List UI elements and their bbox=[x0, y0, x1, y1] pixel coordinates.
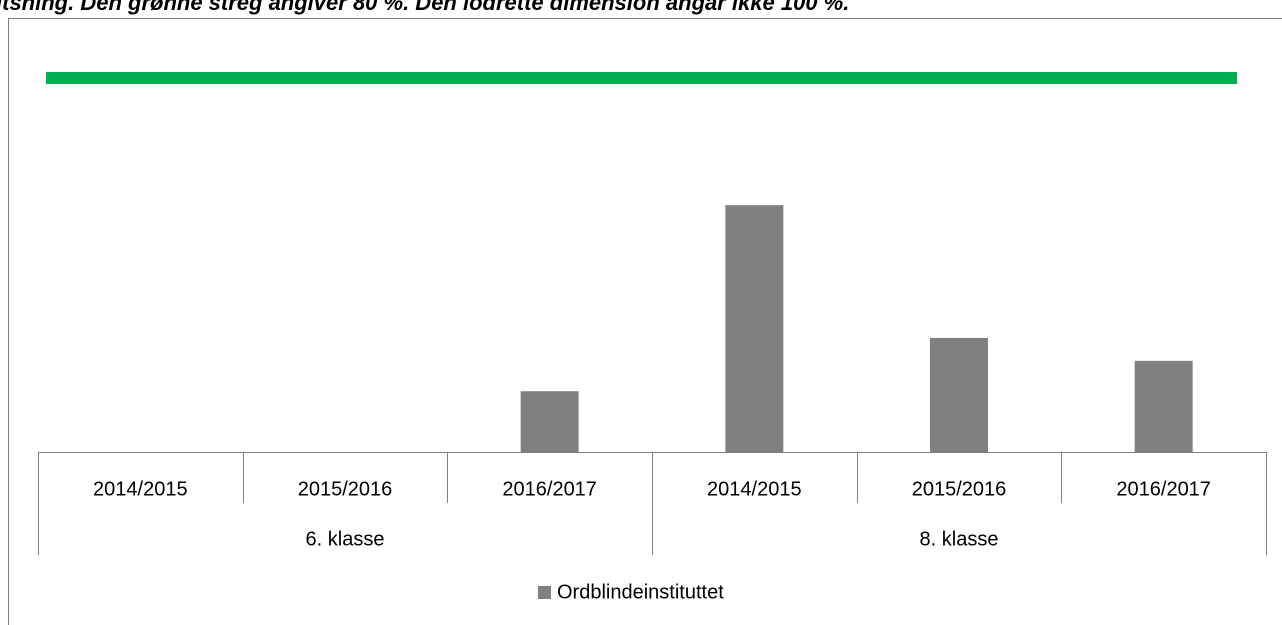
x-tick-label: 2014/2015 bbox=[93, 478, 188, 500]
bar bbox=[1134, 360, 1193, 452]
x-tick-label: 2016/2017 bbox=[1116, 478, 1211, 500]
legend-label: Ordblindeinstituttet bbox=[557, 581, 724, 603]
legend-swatch bbox=[538, 586, 551, 599]
chart-frame bbox=[8, 18, 1282, 625]
chart-subtitle: ltsning. Den grønne streg angiver 80 %. … bbox=[0, 0, 849, 15]
bar bbox=[725, 205, 784, 452]
x-tick-label: 2015/2016 bbox=[912, 478, 1007, 500]
bar bbox=[930, 337, 988, 452]
x-tick-label: 2015/2016 bbox=[298, 478, 393, 500]
group-label: 8. klasse bbox=[920, 528, 999, 550]
group-label: 6. klasse bbox=[306, 528, 385, 550]
bar bbox=[520, 391, 579, 452]
x-tick-label: 2016/2017 bbox=[502, 478, 597, 500]
x-tick-label: 2014/2015 bbox=[707, 478, 802, 500]
